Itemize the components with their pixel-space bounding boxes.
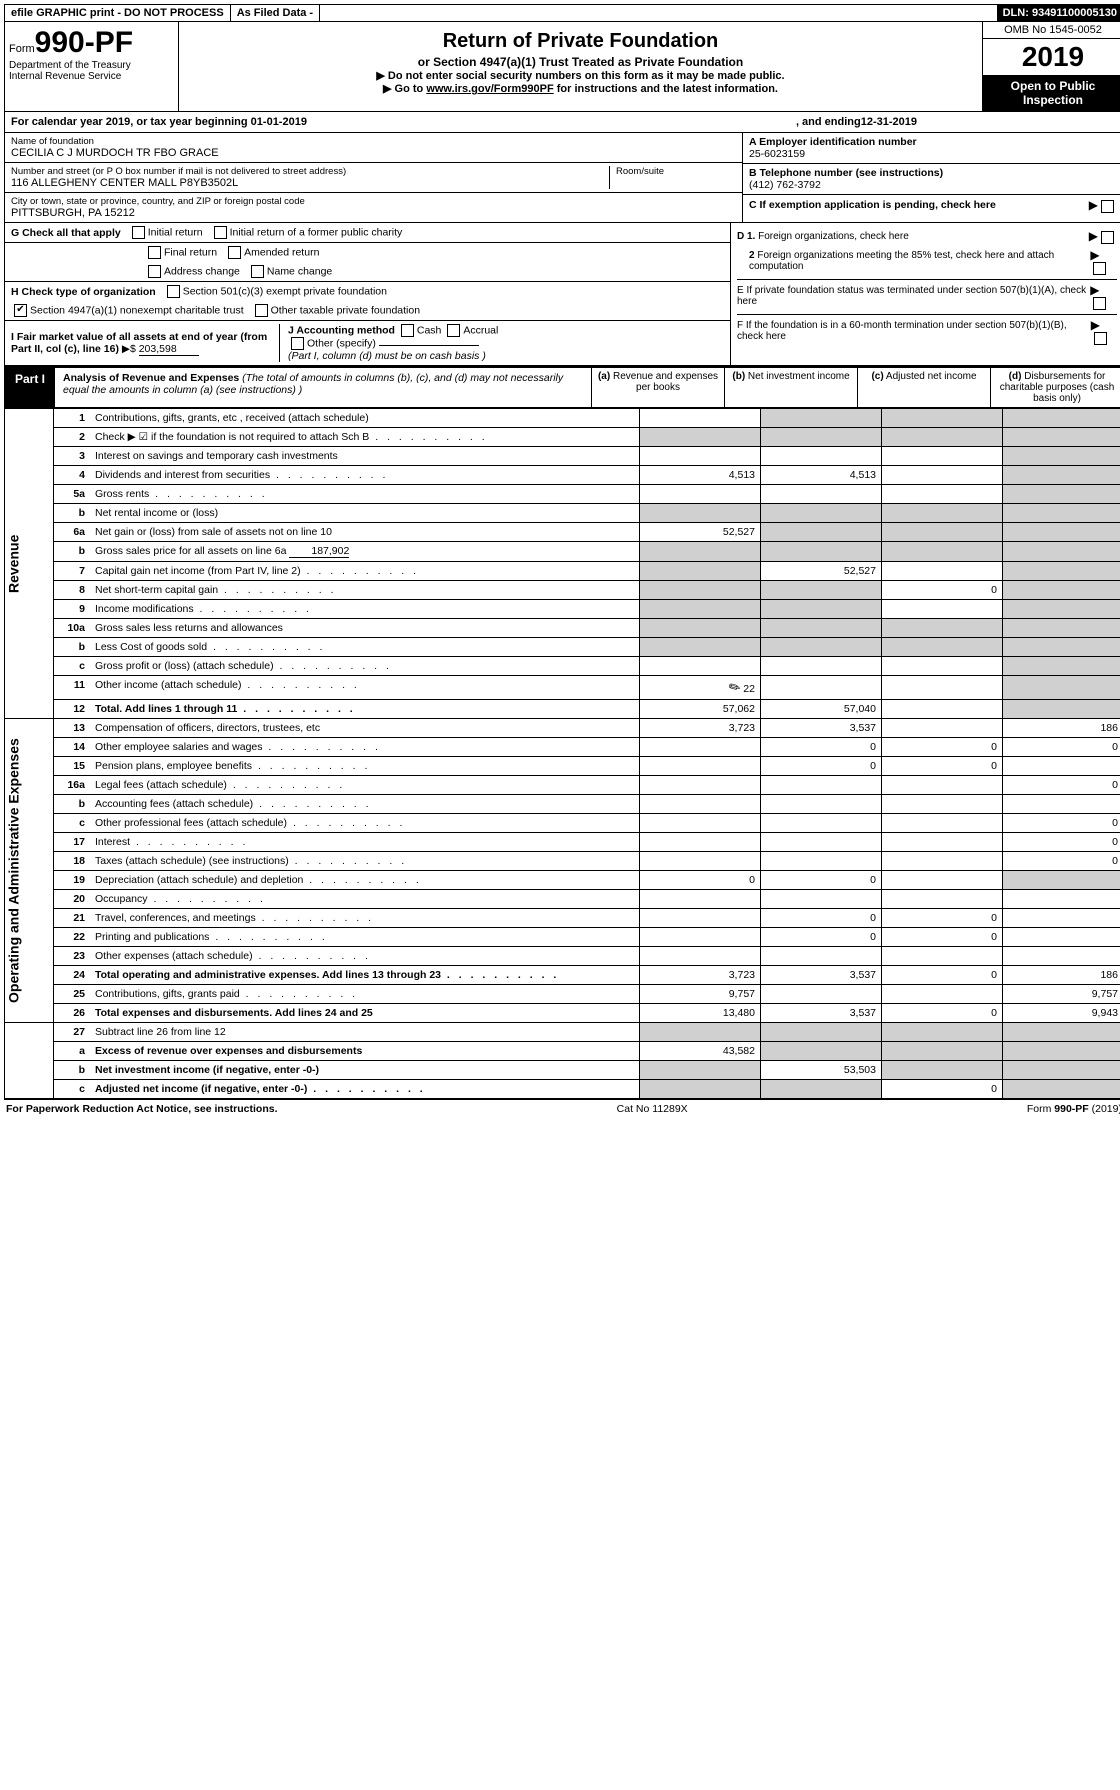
chk-501c3[interactable]: [167, 285, 180, 298]
side-label: Revenue: [5, 409, 54, 719]
table-row: 2Check ▶ ☑ if the foundation is not requ…: [5, 428, 1120, 447]
table-row: 23Other expenses (attach schedule): [5, 947, 1120, 966]
tax-year: 2019: [983, 39, 1120, 75]
chk-initial-former[interactable]: [214, 226, 227, 239]
omb-number: OMB No 1545-0052: [983, 22, 1120, 39]
chk-final[interactable]: [148, 246, 161, 259]
header-left: Form990-PF Department of the Treasury In…: [5, 22, 179, 111]
city-state-zip: PITTSBURGH, PA 15212: [11, 207, 736, 219]
table-row: 20Occupancy: [5, 890, 1120, 909]
table-row: 18Taxes (attach schedule) (see instructi…: [5, 852, 1120, 871]
table-row: 3Interest on savings and temporary cash …: [5, 447, 1120, 466]
chk-accrual[interactable]: [447, 324, 460, 337]
table-row: bGross sales price for all assets on lin…: [5, 542, 1120, 562]
table-row: bLess Cost of goods sold: [5, 638, 1120, 657]
chk-4947[interactable]: ✔: [14, 304, 27, 317]
phone: (412) 762-3792: [749, 179, 1117, 191]
checkboxes-block: G Check all that apply Initial return In…: [4, 223, 1120, 366]
dln: DLN: 93491100005130: [997, 5, 1120, 21]
table-row: 26Total expenses and disbursements. Add …: [5, 1004, 1120, 1023]
chk-initial[interactable]: [132, 226, 145, 239]
table-row: bAccounting fees (attach schedule): [5, 795, 1120, 814]
form-title: Return of Private Foundation: [185, 30, 976, 53]
entity-info: Name of foundation CECILIA C J MURDOCH T…: [4, 133, 1120, 223]
table-row: 5aGross rents: [5, 485, 1120, 504]
table-row: aExcess of revenue over expenses and dis…: [5, 1042, 1120, 1061]
open-public-badge: Open to Public Inspection: [983, 75, 1120, 111]
table-row: 21Travel, conferences, and meetings00: [5, 909, 1120, 928]
table-row: bNet rental income or (loss): [5, 504, 1120, 523]
chk-f[interactable]: [1094, 332, 1107, 345]
table-row: cOther professional fees (attach schedul…: [5, 814, 1120, 833]
chk-e[interactable]: [1093, 297, 1106, 310]
table-row: 9Income modifications: [5, 600, 1120, 619]
table-row: 10aGross sales less returns and allowanc…: [5, 619, 1120, 638]
table-row: Operating and Administrative Expenses13C…: [5, 719, 1120, 738]
fmv-value: 203,598: [139, 343, 199, 356]
ein: 25-6023159: [749, 148, 1117, 160]
page-footer: For Paperwork Reduction Act Notice, see …: [4, 1099, 1120, 1118]
part-1-header: Part I Analysis of Revenue and Expenses …: [4, 366, 1120, 408]
form-header: Form990-PF Department of the Treasury In…: [4, 22, 1120, 112]
chk-d1[interactable]: [1101, 231, 1114, 244]
table-row: 8Net short-term capital gain0: [5, 581, 1120, 600]
table-row: cGross profit or (loss) (attach schedule…: [5, 657, 1120, 676]
chk-address[interactable]: [148, 265, 161, 278]
chk-cash[interactable]: [401, 324, 414, 337]
calendar-year-row: For calendar year 2019, or tax year begi…: [4, 112, 1120, 133]
table-row: 27Subtract line 26 from line 12: [5, 1023, 1120, 1042]
checkbox-c[interactable]: [1101, 200, 1114, 213]
table-row: 25Contributions, gifts, grants paid9,757…: [5, 985, 1120, 1004]
chk-other-tax[interactable]: [255, 304, 268, 317]
table-row: 14Other employee salaries and wages000: [5, 738, 1120, 757]
table-row: 19Depreciation (attach schedule) and dep…: [5, 871, 1120, 890]
foundation-name: CECILIA C J MURDOCH TR FBO GRACE: [11, 147, 736, 159]
part1-table: Revenue1Contributions, gifts, grants, et…: [4, 408, 1120, 1099]
chk-amended[interactable]: [228, 246, 241, 259]
side-label: Operating and Administrative Expenses: [5, 719, 54, 1023]
table-row: Revenue1Contributions, gifts, grants, et…: [5, 409, 1120, 428]
table-row: 7Capital gain net income (from Part IV, …: [5, 562, 1120, 581]
chk-d2[interactable]: [1093, 262, 1106, 275]
table-row: cAdjusted net income (if negative, enter…: [5, 1080, 1120, 1099]
table-row: 6aNet gain or (loss) from sale of assets…: [5, 523, 1120, 542]
as-filed: As Filed Data -: [231, 5, 320, 21]
table-row: 17Interest0: [5, 833, 1120, 852]
table-row: 12Total. Add lines 1 through 1157,06257,…: [5, 700, 1120, 719]
table-row: 11Other income (attach schedule)✎ 22: [5, 676, 1120, 700]
irs-link[interactable]: www.irs.gov/Form990PF: [426, 83, 553, 95]
table-row: 22Printing and publications00: [5, 928, 1120, 947]
table-row: bNet investment income (if negative, ent…: [5, 1061, 1120, 1080]
header-right: OMB No 1545-0052 2019 Open to Public Ins…: [982, 22, 1120, 111]
chk-name[interactable]: [251, 265, 264, 278]
efile-notice: efile GRAPHIC print - DO NOT PROCESS: [5, 5, 231, 21]
street-address: 116 ALLEGHENY CENTER MALL P8YB3502L: [11, 177, 609, 189]
chk-other-method[interactable]: [291, 337, 304, 350]
table-row: 16aLegal fees (attach schedule)0: [5, 776, 1120, 795]
header-center: Return of Private Foundation or Section …: [179, 22, 982, 111]
top-bar: efile GRAPHIC print - DO NOT PROCESS As …: [4, 4, 1120, 22]
table-row: 24Total operating and administrative exp…: [5, 966, 1120, 985]
table-row: 4Dividends and interest from securities4…: [5, 466, 1120, 485]
table-row: 15Pension plans, employee benefits00: [5, 757, 1120, 776]
pencil-icon: ✎: [725, 677, 744, 698]
